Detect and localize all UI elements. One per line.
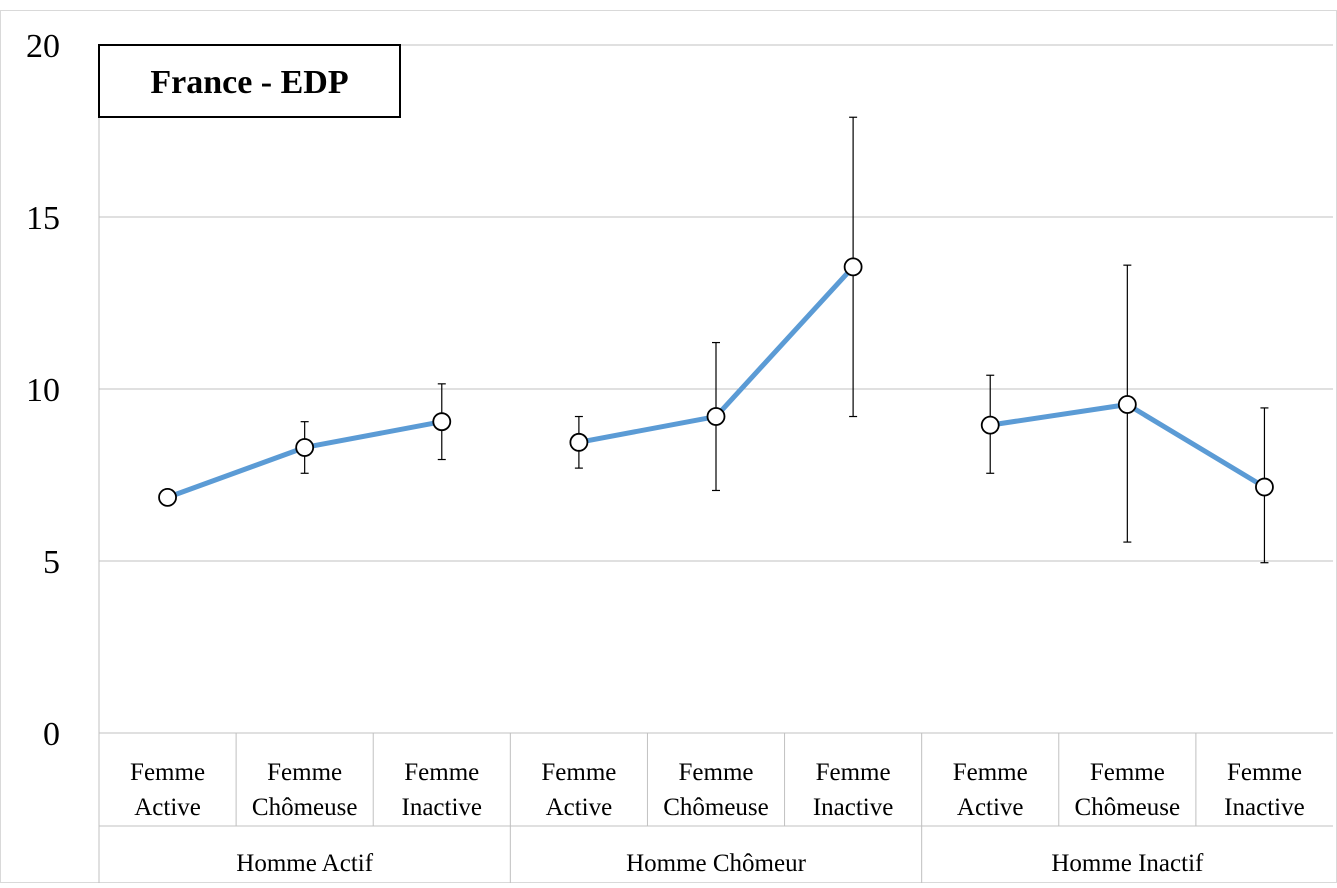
x-category-label: Femme: [679, 759, 754, 786]
y-tick-label: 0: [43, 716, 60, 753]
x-group-label: Homme Chômeur: [626, 850, 807, 877]
x-group-label: Homme Actif: [236, 850, 373, 877]
data-point: [1255, 477, 1274, 497]
x-category-label: Femme: [816, 759, 891, 786]
x-category-label: Active: [957, 794, 1024, 821]
data-point: [843, 257, 863, 277]
x-category-label: Femme: [953, 759, 1028, 786]
y-tick-label: 10: [26, 372, 60, 409]
title-box-border: [98, 44, 401, 118]
chart-frame: [0, 10, 1337, 883]
data-point: [706, 407, 726, 426]
y-tick-labels: 0 5 10 15 20: [26, 28, 60, 753]
x-category-label: Femme: [130, 759, 205, 786]
chart-title-box: France - EDP: [98, 44, 401, 118]
chart-title: France - EDP: [150, 64, 348, 101]
x-category-label: Femme: [1227, 759, 1302, 786]
x-category-label: Inactive: [1224, 794, 1305, 821]
x-category-label: Chômeuse: [252, 794, 358, 821]
data-points: [158, 257, 1274, 507]
x-category-label: Chômeuse: [663, 794, 769, 821]
x-category-label: Femme: [541, 759, 616, 786]
data-point: [1117, 395, 1137, 414]
x-category-label: Active: [546, 794, 613, 821]
x-category-label: Inactive: [813, 794, 894, 821]
data-point: [295, 438, 315, 457]
x-category-label: Femme: [1090, 759, 1165, 786]
data-point: [980, 415, 1000, 435]
y-tick-label: 15: [26, 200, 60, 237]
x-category-label: Active: [134, 794, 201, 821]
data-point: [432, 412, 452, 432]
x-category-labels: Femme Active Femme Chômeuse Femme Inactive Fem…: [130, 759, 1305, 877]
x-category-label: Femme: [267, 759, 342, 786]
y-tick-label: 20: [26, 28, 60, 65]
x-category-label: Femme: [404, 759, 479, 786]
axes: [98, 45, 1333, 883]
y-tick-label: 5: [43, 544, 60, 581]
data-point: [569, 432, 589, 452]
x-category-label: Chômeuse: [1075, 794, 1181, 821]
x-category-label: Inactive: [402, 794, 483, 821]
x-group-label: Homme Inactif: [1051, 850, 1204, 877]
data-point: [158, 487, 177, 507]
